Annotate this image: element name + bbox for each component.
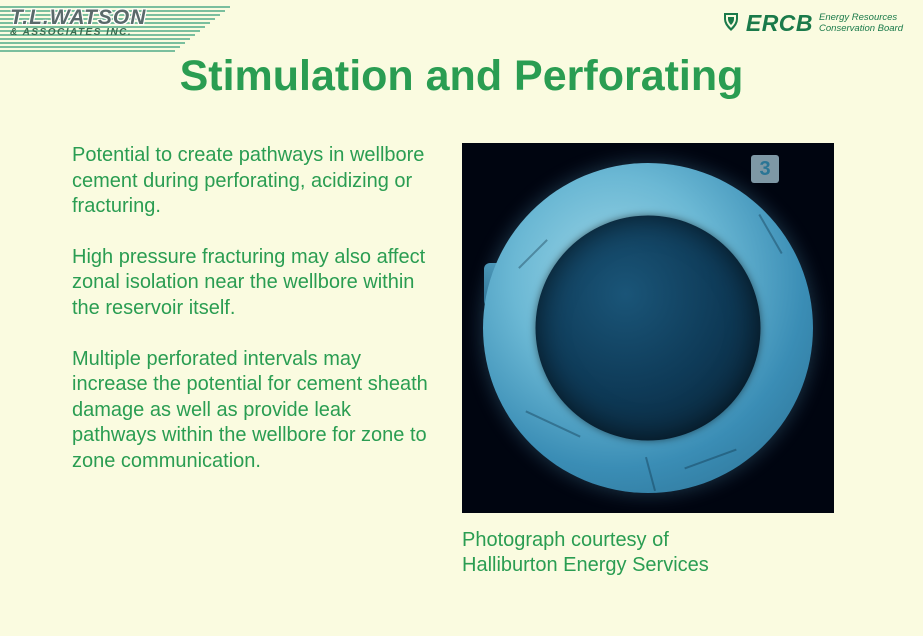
paragraph-3: Multiple perforated intervals may increa…: [72, 347, 432, 475]
text-column: Potential to create pathways in wellbore…: [72, 143, 432, 578]
crack: [645, 457, 656, 491]
slide-content: Potential to create pathways in wellbore…: [0, 101, 923, 578]
crack: [684, 449, 736, 470]
crack: [518, 239, 548, 269]
slide-header: T.L.WATSON & ASSOCIATES INC. ERCB Energy…: [0, 0, 923, 38]
cement-ring-photo: 3: [462, 143, 834, 513]
slide-title: Stimulation and Perforating: [0, 52, 923, 101]
ring-number-label: 3: [751, 155, 779, 183]
watson-logo: T.L.WATSON & ASSOCIATES INC.: [10, 6, 146, 38]
caption-line1: Photograph courtesy of: [462, 528, 834, 553]
image-column: 3 Photograph courtesy of Halliburton Ene…: [462, 143, 834, 578]
ercb-icon: [720, 11, 742, 37]
ercb-sub-line2: Conservation Board: [819, 24, 903, 35]
caption-line2: Halliburton Energy Services: [462, 553, 834, 578]
ring-inner: [536, 216, 761, 441]
ercb-sub-line1: Energy Resources: [819, 13, 903, 24]
crack: [758, 214, 782, 254]
ercb-logo: ERCB Energy Resources Conservation Board: [720, 10, 903, 37]
ercb-logo-main: ERCB: [746, 10, 813, 37]
ercb-logo-sub: Energy Resources Conservation Board: [819, 13, 903, 35]
watson-logo-sub: & ASSOCIATES INC.: [10, 27, 146, 38]
crack: [525, 410, 580, 437]
paragraph-2: High pressure fracturing may also affect…: [72, 245, 432, 322]
paragraph-1: Potential to create pathways in wellbore…: [72, 143, 432, 220]
photo-caption: Photograph courtesy of Halliburton Energ…: [462, 528, 834, 578]
